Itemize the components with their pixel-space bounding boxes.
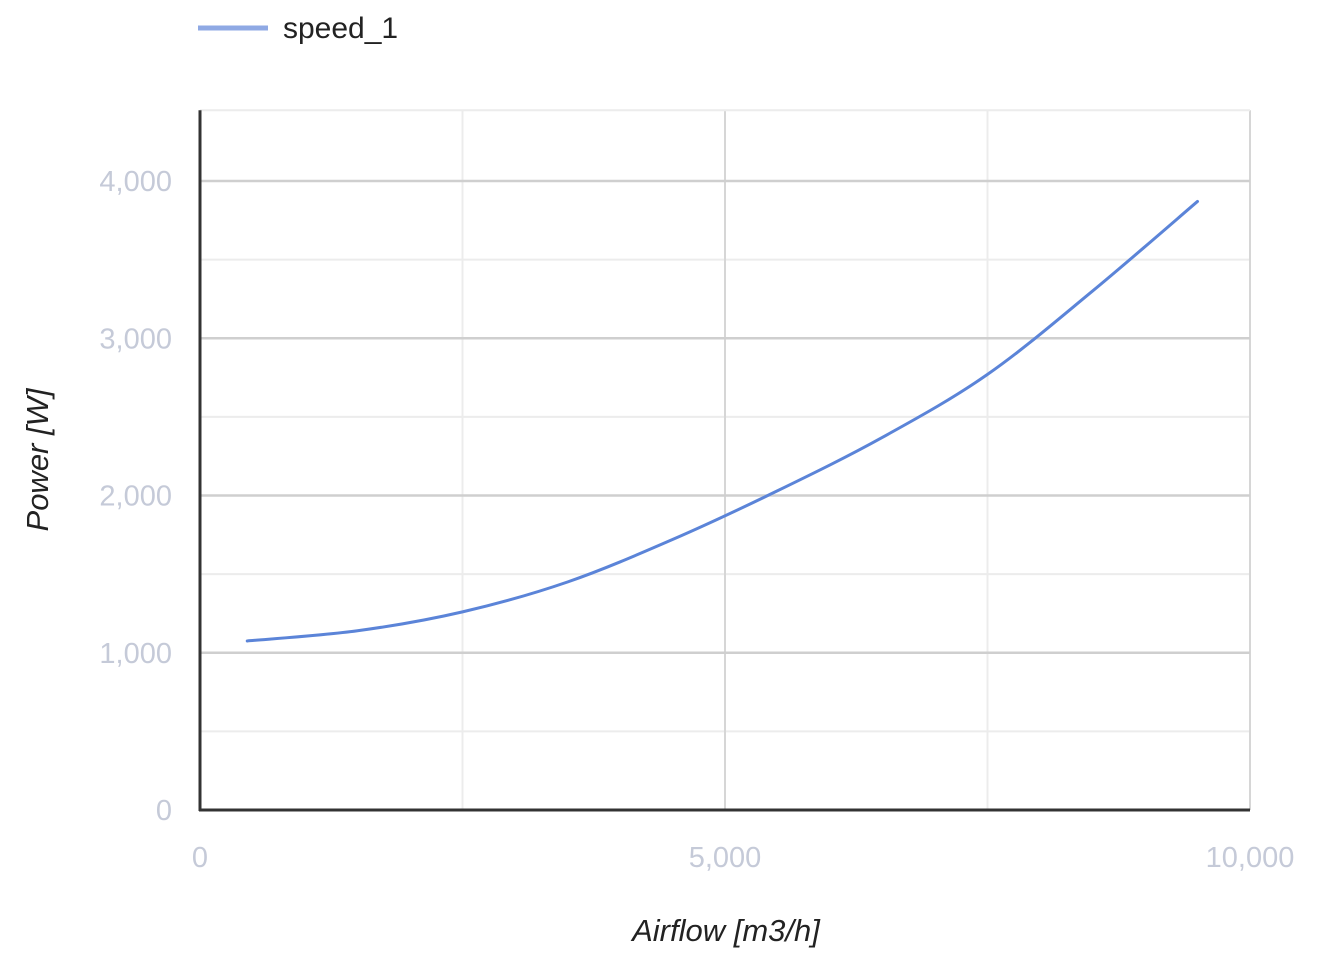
y-tick-label: 2,000 [99,481,172,513]
legend: speed_1 [198,12,398,45]
y-tick-label: 0 [156,795,172,827]
x-axis-title: Airflow [m3/h] [630,913,821,948]
x-tick-label: 10,000 [1206,842,1295,874]
gridlines [200,109,1251,810]
x-tick-label: 5,000 [689,842,762,874]
axes [198,110,1250,812]
series-lines [245,199,1199,643]
x-tick-label: 0 [192,842,208,874]
tick-labels: 0 1,000 2,000 3,000 4,000 0 5,000 10,000 [99,166,1294,874]
y-tick-label: 3,000 [99,323,172,355]
legend-label: speed_1 [283,12,398,45]
y-tick-label: 1,000 [99,638,172,670]
y-axis-title: Power [W] [20,387,55,531]
series-line-speed_1 [245,199,1199,643]
y-tick-label: 4,000 [99,166,172,198]
